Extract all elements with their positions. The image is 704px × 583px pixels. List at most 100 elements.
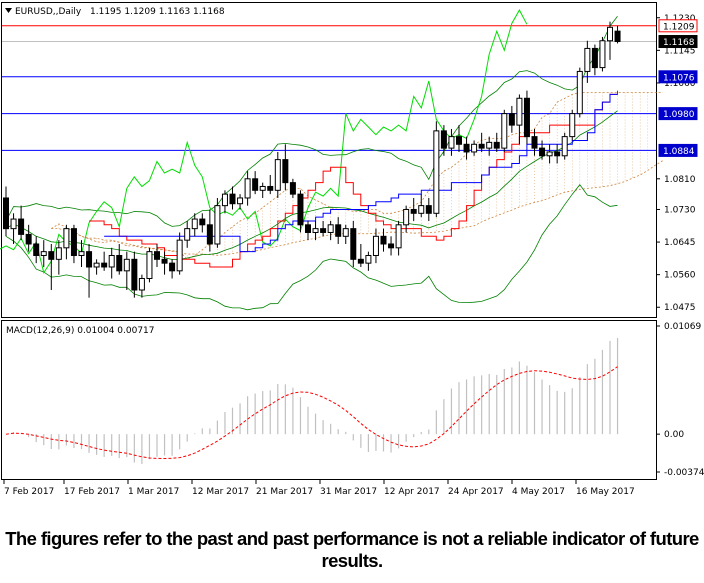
- candle-body-down: [206, 224, 213, 245]
- candle-body-up: [274, 159, 281, 191]
- candle-body-up: [146, 251, 153, 279]
- candle: [380, 228, 387, 252]
- macd-tick-label: -0.00374: [664, 468, 704, 478]
- price-tag-label: 1.1168: [663, 38, 695, 48]
- candle: [123, 251, 130, 290]
- candle: [478, 132, 485, 152]
- price-tag-label: 1.1209: [663, 22, 695, 32]
- candle: [40, 240, 47, 267]
- candle-body-down: [350, 228, 357, 260]
- date-label: 12 Mar 2017: [192, 487, 249, 497]
- date-label: 4 May 2017: [512, 487, 565, 497]
- candle-body-up: [138, 277, 145, 291]
- candle-body-down: [297, 193, 304, 226]
- candle: [569, 109, 576, 141]
- candle-body-down: [116, 254, 123, 272]
- candle: [372, 228, 379, 264]
- candle-body-down: [335, 224, 342, 237]
- symbol-label: EURUSD,,Daily: [15, 7, 82, 17]
- candle: [10, 213, 17, 244]
- macd-tick-label: 0.01069: [664, 322, 701, 332]
- candle: [448, 128, 455, 156]
- date-label: 21 Mar 2017: [256, 487, 313, 497]
- candle: [63, 224, 70, 260]
- date-label: 7 Feb 2017: [4, 487, 54, 497]
- candle: [576, 67, 583, 118]
- date-axis: 7 Feb 2017 17 Feb 2017 1 Mar 2017 12 Mar 20…: [3, 480, 635, 497]
- candle: [312, 220, 319, 241]
- candle: [546, 144, 553, 164]
- candle: [523, 90, 530, 145]
- candle-body-down: [25, 233, 32, 245]
- candle: [252, 171, 259, 195]
- candle-body-up: [486, 141, 493, 149]
- candle-body-down: [169, 262, 176, 272]
- main-panel-frame: [1, 2, 657, 318]
- candle-body-up: [501, 113, 508, 149]
- candle: [108, 247, 115, 279]
- candle: [342, 224, 349, 244]
- dropdown-arrow-icon[interactable]: [5, 8, 12, 13]
- candle-body-up: [546, 151, 553, 157]
- date-label: 17 Feb 2017: [64, 487, 120, 497]
- candle-body-up: [55, 247, 62, 260]
- candle: [327, 220, 334, 241]
- candle: [471, 140, 478, 156]
- candle-body-down: [154, 251, 160, 260]
- price-axis: 1.1230 1.1145 1.1060 1.0810 1.0730 1.0645 1.05…: [656, 14, 696, 313]
- bollinger-bands: [5, 15, 618, 311]
- candle-body-down: [493, 141, 500, 149]
- date-label: 24 Apr 2017: [448, 487, 504, 497]
- candle-body-up: [471, 143, 478, 153]
- candle: [55, 240, 62, 275]
- candle: [403, 205, 410, 233]
- price-tick-label: 1.0730: [664, 205, 696, 215]
- candle: [237, 194, 244, 210]
- candle-body-up: [10, 218, 17, 230]
- candle-body-up: [576, 70, 583, 115]
- price-tag-label: 1.0980: [663, 110, 695, 120]
- candle-body-down: [425, 205, 432, 214]
- candle-body-up: [259, 185, 266, 191]
- candle: [70, 224, 77, 264]
- candle: [584, 40, 591, 83]
- bollinger-lower-line: [5, 184, 618, 311]
- candle-body-up: [237, 197, 244, 205]
- candle-body-up: [516, 97, 523, 126]
- macd-tick-label: 0.00: [664, 430, 684, 440]
- price-tick-label: 1.0810: [664, 175, 696, 185]
- price-tick-label: 1.0475: [664, 303, 696, 313]
- candle: [169, 259, 176, 279]
- candle: [463, 136, 470, 160]
- ohlc-label: 1.1195 1.1209 1.1163 1.1168: [90, 7, 225, 17]
- candle-body-up: [327, 224, 334, 233]
- candle: [154, 243, 160, 267]
- candle: [516, 94, 523, 145]
- candle-body-up: [93, 262, 100, 268]
- candle-body-down: [410, 208, 417, 214]
- candle: [259, 182, 266, 198]
- candle: [335, 217, 342, 244]
- candle: [531, 128, 538, 156]
- candle-body-down: [70, 228, 77, 256]
- price-tick-label: 1.0560: [664, 271, 696, 281]
- candle-body-up: [561, 136, 568, 157]
- candle: [191, 213, 198, 237]
- candle-body-down: [131, 258, 138, 291]
- candle: [433, 121, 440, 218]
- candle-body-up: [244, 178, 251, 199]
- price-tag-box: [658, 70, 698, 84]
- price-tick-label: 1.1230: [664, 14, 696, 24]
- candle: [146, 247, 153, 283]
- candle-body-down: [614, 30, 621, 43]
- date-label: 1 Mar 2017: [128, 487, 179, 497]
- candle: [206, 209, 213, 252]
- candle: [229, 186, 236, 210]
- candle: [425, 197, 432, 221]
- candle-body-down: [456, 136, 462, 145]
- candle-body-down: [305, 224, 311, 233]
- candle: [25, 224, 32, 252]
- candle-body-down: [289, 182, 296, 195]
- candle-body-down: [86, 251, 93, 268]
